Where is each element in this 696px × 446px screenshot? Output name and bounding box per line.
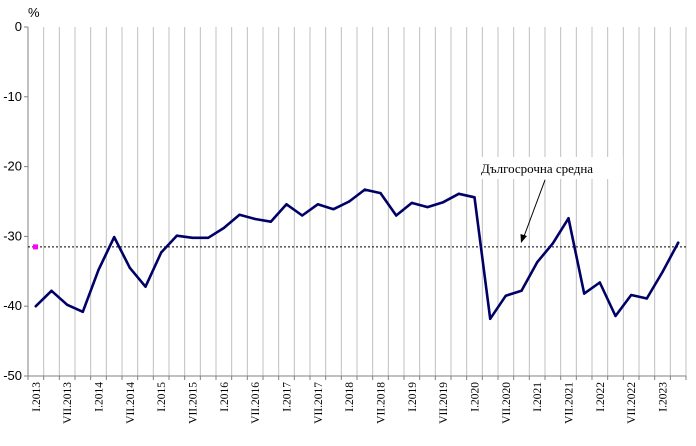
data-point	[347, 200, 351, 203]
data-point	[645, 297, 649, 300]
data-point	[582, 292, 586, 295]
data-point	[50, 289, 53, 293]
data-point	[598, 281, 602, 284]
data-point	[238, 213, 241, 216]
data-point	[551, 242, 555, 245]
average-marker	[33, 244, 38, 250]
x-tick-label: VII.2017	[313, 382, 325, 424]
data-point	[316, 203, 320, 206]
data-point	[614, 314, 617, 318]
data-point	[332, 207, 335, 211]
x-tick-label: VII.2018	[376, 382, 388, 424]
data-point	[379, 191, 382, 195]
data-point	[222, 226, 226, 230]
y-tick-labels: 0 -10 -20 -30 -40 -50	[3, 19, 22, 383]
x-tick-label: I.2015	[156, 382, 168, 412]
x-tick-label: VII.2013	[62, 382, 74, 424]
data-point	[191, 236, 194, 239]
data-point	[159, 251, 163, 254]
data-point	[441, 200, 445, 204]
data-point	[128, 266, 132, 270]
data-point	[567, 217, 570, 220]
data-point	[676, 241, 680, 244]
y-tick-label: -10	[3, 89, 22, 104]
annotation-arrow-head	[520, 234, 527, 243]
x-tick-label: VII.2019	[438, 382, 450, 424]
data-point	[457, 192, 461, 196]
x-tick-label: I.2020	[470, 382, 482, 412]
annotation-group: Дългосрочна средна	[473, 157, 623, 243]
long-term-average	[28, 244, 686, 250]
y-tick-label: -50	[3, 368, 22, 383]
data-point	[81, 310, 85, 313]
grid-lines	[43, 27, 687, 376]
series-line	[34, 188, 680, 321]
data-point	[144, 285, 147, 288]
data-point	[488, 317, 492, 320]
series-group	[34, 188, 680, 321]
x-tick-label: I.2018	[344, 382, 356, 412]
annotation-box	[473, 157, 623, 179]
data-point	[426, 205, 429, 209]
data-point	[65, 303, 69, 307]
x-tick-label: I.2014	[94, 382, 106, 412]
x-tick-label: I.2016	[219, 382, 231, 412]
data-point	[394, 214, 398, 217]
data-point	[410, 201, 414, 205]
y-tick-label: -30	[3, 228, 22, 243]
data-point	[629, 293, 633, 297]
x-tick-label: I.2022	[595, 382, 607, 412]
x-tick-label: I.2013	[31, 382, 43, 412]
y-tick-label: -40	[3, 298, 22, 313]
data-point	[504, 294, 508, 297]
data-point	[363, 188, 367, 191]
x-tick-label: I.2019	[407, 382, 419, 412]
data-point	[661, 270, 664, 274]
data-point	[535, 261, 539, 264]
x-tick-label: VII.2022	[626, 382, 638, 424]
annotation-arrow-line	[522, 179, 546, 240]
x-tick-label: I.2023	[658, 382, 670, 412]
data-point	[97, 268, 100, 272]
x-tick-label: I.2021	[532, 382, 544, 412]
y-unit-label: %	[28, 5, 40, 20]
x-tick-label: VII.2021	[564, 382, 576, 424]
annotation-label: Дългосрочна средна	[481, 161, 593, 176]
data-point	[300, 214, 304, 217]
y-tick-label: -20	[3, 159, 22, 174]
data-point	[206, 236, 210, 239]
data-point	[473, 196, 476, 199]
axes	[24, 26, 687, 380]
y-tick-label: 0	[15, 19, 22, 34]
data-point	[34, 305, 38, 308]
data-point	[520, 289, 523, 293]
x-tick-labels: I.2013 VII.2013 I.2014 VII.2014 I.2015 VII.20…	[31, 382, 670, 424]
x-tick-label: VII.2016	[250, 382, 262, 424]
x-tick-label: I.2017	[282, 382, 294, 412]
data-point	[285, 203, 288, 206]
data-point	[253, 217, 257, 221]
x-tick-label: VII.2015	[188, 382, 200, 424]
data-point	[175, 234, 179, 237]
data-point	[269, 220, 273, 223]
x-tick-label: VII.2014	[125, 382, 137, 424]
x-tick-label: VII.2020	[501, 382, 513, 424]
data-point	[112, 235, 116, 239]
